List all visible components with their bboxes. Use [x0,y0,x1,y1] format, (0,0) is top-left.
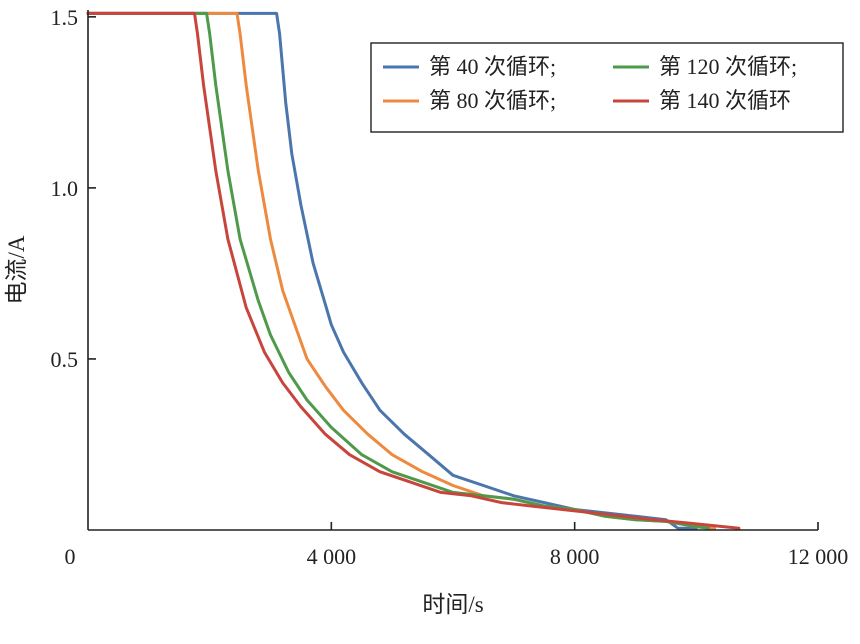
legend-label: 第 120 次循环; [659,54,797,79]
y-tick-label: 1.5 [51,5,79,30]
series-line-4 [86,11,741,530]
legend-entry: 第 120 次循环; [613,54,797,79]
legend-label: 第 140 次循环 [659,88,791,113]
x-axis-title: 时间/s [422,592,483,617]
x-ticks: 0 4 000 8 000 12 000 [65,522,849,569]
y-ticks: 0.5 1.0 1.5 [51,5,96,372]
y-tick-label: 0.5 [51,347,79,372]
legend: 第 40 次循环; 第 80 次循环; 第 120 次循环; 第 140 次循环 [370,42,844,133]
plot-area: 0 4 000 8 000 12 000 0.5 1.0 1.5 [51,5,849,569]
legend-box [370,42,844,133]
x-tick-label: 4 000 [307,544,357,569]
y-axis-title: 电流/A [4,235,29,304]
legend-entry: 第 140 次循环 [613,88,791,113]
series-line-3 [86,11,710,530]
legend-entry: 第 40 次循环; [383,54,556,79]
series-layer [86,11,741,530]
legend-entries: 第 40 次循环; 第 80 次循环; 第 120 次循环; 第 140 次循环 [383,54,797,113]
y-tick-label: 1.0 [51,176,79,201]
x-tick-label: 12 000 [788,544,849,569]
legend-entry: 第 80 次循环; [383,88,556,113]
legend-label: 第 80 次循环; [429,88,556,113]
legend-label: 第 40 次循环; [429,54,556,79]
x-tick-label: 0 [65,544,76,569]
x-tick-label: 8 000 [550,544,600,569]
